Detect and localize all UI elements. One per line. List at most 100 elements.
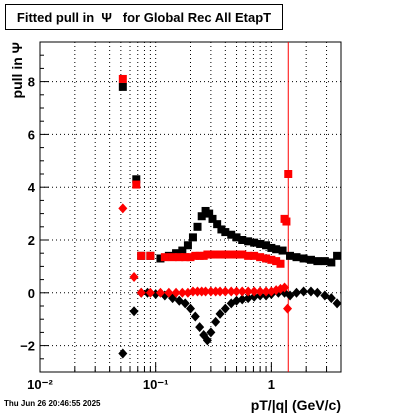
data-point-diamond [164, 287, 174, 298]
data-point-square [313, 257, 322, 266]
data-point-square [278, 246, 287, 255]
data-point-diamond [186, 303, 195, 314]
data-point-square [232, 233, 241, 242]
y-tick-label: 0 [28, 286, 35, 301]
data-point-square [156, 254, 165, 263]
data-point-square [205, 209, 214, 218]
data-point-square [118, 82, 127, 91]
y-axis-title: pull in Ψ [9, 42, 25, 98]
data-point-square [299, 254, 308, 263]
data-point-square [183, 241, 192, 250]
data-point-square [232, 250, 241, 259]
data-point-square [262, 254, 271, 263]
data-point-diamond [118, 203, 128, 214]
data-point-diamond [249, 291, 259, 302]
data-point-square [211, 250, 220, 259]
data-point-diamond [255, 286, 265, 297]
data-point-square [191, 251, 200, 260]
data-point-square [160, 253, 169, 262]
data-point-diamond [188, 286, 198, 297]
data-point-diamond [206, 327, 216, 338]
data-point-diamond [232, 295, 242, 306]
data-point-diamond [145, 287, 155, 298]
data-point-square [284, 170, 293, 178]
data-point-square [244, 237, 253, 246]
data-point-diamond [237, 294, 247, 305]
data-point-square [132, 175, 141, 184]
data-point-square [195, 251, 204, 260]
data-point-square [262, 241, 271, 250]
data-point-square [118, 74, 127, 83]
data-point-square [221, 250, 230, 259]
data-point-diamond [155, 287, 165, 298]
data-point-square [256, 253, 265, 262]
data-point-diamond [283, 303, 293, 314]
data-point-square [188, 233, 197, 242]
data-point-diamond [232, 286, 242, 297]
data-point-square [272, 257, 281, 266]
data-point-diamond [237, 286, 247, 297]
data-point-diamond [261, 286, 271, 297]
data-point-square [292, 253, 301, 262]
data-point-square [137, 251, 146, 260]
data-point-diamond [171, 287, 181, 298]
data-point-square [216, 250, 225, 259]
data-point-square [250, 238, 259, 247]
data-point-square [333, 251, 342, 260]
data-point-diamond [299, 286, 309, 297]
data-point-diamond [220, 303, 230, 314]
timestamp: Thu Jun 26 20:46:55 2025 [4, 399, 101, 408]
data-point-diamond [129, 306, 139, 317]
data-point-square [250, 251, 259, 260]
data-point-diamond [177, 287, 187, 298]
x-tick-label: 10⁻¹ [143, 377, 169, 392]
y-tick-label: −2 [20, 339, 35, 354]
x-tick-label: 10⁻² [27, 377, 53, 392]
data-point-square [327, 258, 336, 267]
y-tick-label: 2 [28, 233, 35, 248]
data-point-diamond [249, 286, 259, 297]
data-point-diamond [280, 282, 290, 293]
data-point-square [186, 253, 195, 262]
data-point-square [221, 228, 230, 237]
data-point-diamond [206, 286, 216, 297]
data-point-square [256, 239, 265, 248]
data-point-square [286, 251, 295, 260]
data-point-diamond [332, 298, 342, 309]
x-tick-label: 1 [268, 377, 275, 392]
data-point-diamond [180, 298, 190, 309]
data-point-diamond [190, 311, 200, 322]
data-point-diamond [243, 293, 253, 304]
data-point-square [320, 257, 329, 266]
chart-title-box: Fitted pull in Ψ for Global Rec All Etap… [5, 4, 283, 30]
data-point-diamond [326, 293, 336, 304]
data-point-diamond [292, 287, 302, 298]
y-tick-label: 6 [28, 127, 35, 142]
data-point-square [208, 214, 217, 223]
data-point-square [238, 250, 247, 259]
data-point-square [193, 222, 202, 231]
data-point-diamond [129, 271, 139, 282]
data-point-square [175, 253, 184, 262]
data-point-square [197, 212, 206, 221]
data-point-diamond [195, 322, 205, 333]
data-point-diamond [211, 316, 221, 327]
data-point-diamond [118, 348, 128, 359]
data-point-square [276, 259, 285, 268]
data-point-square [227, 250, 236, 259]
data-point-square [267, 243, 276, 252]
data-point-square [146, 251, 155, 260]
data-point-diamond [202, 335, 212, 346]
data-point-square [238, 236, 247, 244]
data-point-square [282, 217, 291, 226]
y-tick-label: 4 [28, 180, 36, 195]
data-point-square [267, 255, 276, 264]
data-point-square [306, 255, 315, 264]
data-point-square [206, 250, 215, 259]
chart-title: Fitted pull in Ψ for Global Rec All Etap… [16, 10, 272, 25]
data-point-diamond [306, 286, 316, 297]
data-point-square [181, 253, 190, 262]
data-point-square [132, 180, 141, 189]
data-point-diamond [220, 286, 230, 297]
